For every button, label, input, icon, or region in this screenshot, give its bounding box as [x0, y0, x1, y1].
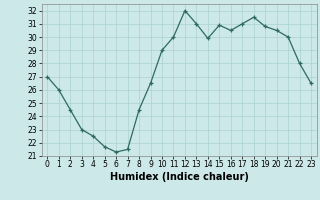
X-axis label: Humidex (Indice chaleur): Humidex (Indice chaleur) [110, 172, 249, 182]
